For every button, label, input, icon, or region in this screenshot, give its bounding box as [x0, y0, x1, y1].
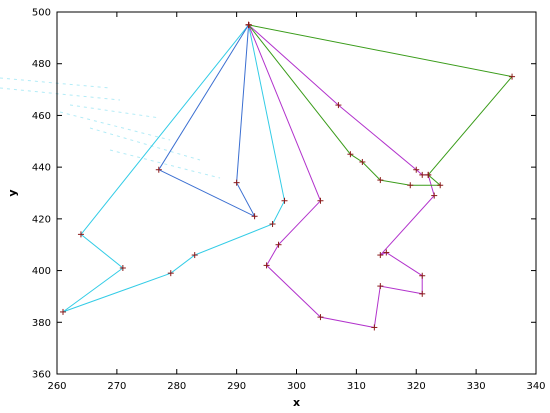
data-point-1-1 [155, 166, 162, 173]
data-point-0-6 [269, 221, 276, 228]
x-tick-label-5: 310 [347, 381, 366, 392]
y-tick-label-4: 440 [32, 163, 51, 174]
artifact-streak-5 [69, 104, 161, 119]
data-point-2-1 [317, 197, 324, 204]
data-point-3-4 [407, 182, 414, 189]
data-point-3-6 [359, 158, 366, 165]
data-point-2-5 [371, 324, 378, 331]
data-point-0-7 [281, 197, 288, 204]
series-line-2 [248, 24, 435, 329]
series-line-0 [62, 24, 286, 313]
data-point-2-11 [431, 192, 438, 199]
x-axis-label: x [293, 396, 300, 409]
artifact-streak-1 [0, 87, 121, 101]
data-point-2-9 [383, 249, 390, 256]
artifact-streak-0 [0, 77, 111, 89]
data-point-2-10 [377, 252, 384, 259]
x-tick-label-4: 300 [287, 381, 306, 392]
series-line-3 [248, 24, 513, 186]
x-tick-label-8: 340 [526, 381, 545, 392]
data-point-0-3 [59, 308, 66, 315]
y-tick-label-3: 420 [32, 214, 51, 225]
data-point-3-5 [377, 177, 384, 184]
series-line-1 [158, 24, 256, 218]
data-point-2-6 [377, 283, 384, 290]
data-point-1-2 [251, 213, 258, 220]
data-point-0-1 [77, 231, 84, 238]
data-point-0-2 [119, 264, 126, 271]
series-group [62, 24, 513, 329]
plot-frame [56, 11, 537, 375]
artifact-streak-3 [89, 127, 201, 161]
x-tick-label-1: 270 [107, 381, 126, 392]
y-tick-label-6: 480 [32, 59, 51, 70]
y-tick-label-0: 360 [32, 370, 51, 381]
data-point-0-4 [167, 270, 174, 277]
data-point-2-8 [419, 272, 426, 279]
x-tick-label-7: 330 [467, 381, 486, 392]
y-tick-label-7: 500 [32, 8, 51, 19]
axis-ticks: 260 270 280 290 300 310 320 330 340 360 380 400 420 4… [32, 8, 546, 393]
data-point-1-3 [233, 179, 240, 186]
data-point-0-5 [191, 252, 198, 259]
data-point-3-3 [437, 182, 444, 189]
data-point-2-2 [275, 241, 282, 248]
data-point-2-13 [419, 171, 426, 178]
artifact-streak-2 [59, 111, 171, 141]
x-tick-label-2: 280 [167, 381, 186, 392]
data-point-2-14 [413, 166, 420, 173]
y-tick-label-1: 380 [32, 318, 51, 329]
artifact-streak-4 [109, 149, 221, 179]
y-tick-label-2: 400 [32, 266, 51, 277]
data-point-3-1 [509, 73, 516, 80]
data-point-3-2 [425, 171, 432, 178]
x-tick-label-3: 290 [227, 381, 246, 392]
y-tick-label-5: 460 [32, 111, 51, 122]
render-artifact-streaks [0, 77, 221, 179]
x-tick-label-6: 320 [407, 381, 426, 392]
x-tick-label-0: 260 [47, 381, 66, 392]
data-point-2-4 [317, 314, 324, 321]
marker-group [59, 21, 516, 331]
data-point-2-15 [335, 102, 342, 109]
data-point-2-7 [419, 290, 426, 297]
y-axis-label: y [6, 189, 19, 196]
data-point-3-7 [347, 151, 354, 158]
data-point-2-3 [263, 262, 270, 269]
data-point-3-8 [245, 21, 252, 28]
